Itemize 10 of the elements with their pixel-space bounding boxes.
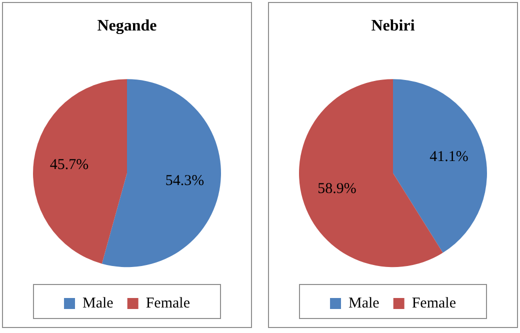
data-label: 41.1% — [430, 148, 468, 165]
legend-label: Female — [146, 295, 190, 312]
legend-label: Male — [348, 295, 380, 312]
legend-label: Female — [412, 295, 456, 312]
chart-title: Negande — [97, 18, 157, 35]
data-label: 58.9% — [318, 181, 356, 198]
data-label: 54.3% — [165, 172, 204, 189]
chart-title: Nebiri — [371, 18, 416, 35]
data-label: 45.7% — [50, 157, 89, 174]
legend-label: Male — [82, 295, 114, 312]
